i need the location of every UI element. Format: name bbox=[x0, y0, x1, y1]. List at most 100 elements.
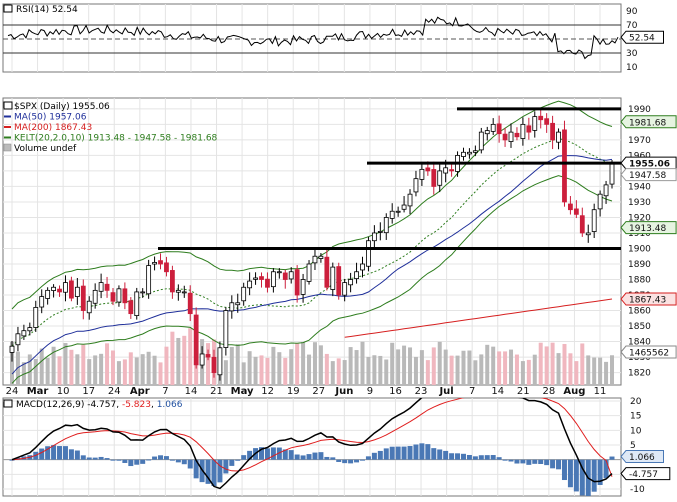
keltner-middle bbox=[11, 137, 613, 347]
price-tick-label: 1960 bbox=[628, 151, 651, 161]
x-tick-label: 24 bbox=[6, 386, 19, 397]
volume-bar bbox=[479, 354, 484, 385]
volume-bar bbox=[10, 341, 14, 385]
macd-label: MACD(12,26,9) -4.757, -5.823, 1.066 bbox=[16, 400, 183, 410]
candle-body bbox=[467, 151, 472, 155]
volume-bar bbox=[170, 331, 175, 385]
rsi-label: RSI(14) 52.54 bbox=[16, 5, 78, 15]
candle-body bbox=[181, 291, 187, 294]
x-tick-label: 7 bbox=[162, 386, 168, 397]
macd-value-badge-bg bbox=[620, 467, 671, 481]
candle-body bbox=[425, 167, 431, 172]
price-tick-label: 1970 bbox=[628, 136, 651, 146]
macd-histogram-bar bbox=[282, 449, 288, 460]
macd-histogram-bar bbox=[591, 459, 597, 492]
rsi-tick-label: 70 bbox=[626, 21, 638, 31]
candle-body bbox=[508, 131, 514, 142]
volume-bar bbox=[301, 342, 306, 385]
macd-value-badge: -4.757 bbox=[629, 470, 658, 480]
macd-histogram-bar bbox=[158, 455, 164, 460]
volume-bar bbox=[408, 347, 413, 385]
candle-body bbox=[306, 263, 312, 282]
macd-histogram-bar bbox=[354, 459, 360, 463]
macd-histogram-bar bbox=[597, 459, 603, 485]
candle-body bbox=[92, 289, 98, 304]
candle-body bbox=[348, 279, 354, 286]
candle-body bbox=[282, 272, 288, 280]
volume-bar bbox=[259, 355, 264, 385]
volume-bar bbox=[503, 351, 508, 385]
volume-bar bbox=[164, 346, 169, 385]
ma200-line bbox=[344, 298, 613, 338]
volume-bar bbox=[134, 357, 139, 385]
symbol-icon bbox=[3, 101, 13, 110]
volume-badge: 1465562 bbox=[629, 349, 669, 359]
rsi-value-badge: 52.54 bbox=[629, 34, 655, 44]
candle-body bbox=[443, 167, 449, 174]
candle-body bbox=[276, 271, 282, 274]
volume-bar bbox=[419, 350, 424, 385]
macd-histogram-bar bbox=[259, 447, 265, 460]
macd-histogram-bar bbox=[579, 459, 585, 496]
candle-body bbox=[128, 300, 134, 315]
candle-body bbox=[146, 265, 152, 295]
macd-label-part: 1.066 bbox=[157, 400, 183, 410]
candle-body bbox=[401, 204, 407, 210]
volume-bar bbox=[384, 359, 389, 385]
candle-body bbox=[544, 118, 550, 125]
volume-bar bbox=[342, 360, 347, 385]
volume-bar bbox=[188, 328, 193, 385]
macd-histogram-bar bbox=[389, 446, 395, 460]
x-tick-label: Apr bbox=[130, 386, 150, 397]
volume-bar bbox=[283, 357, 288, 385]
macd-histogram-bar bbox=[460, 453, 466, 460]
macd-histogram-bar bbox=[371, 452, 377, 460]
macd-histogram-bar bbox=[98, 456, 104, 460]
candle-body bbox=[413, 178, 419, 193]
macd-histogram-bar bbox=[57, 446, 63, 460]
candle-body bbox=[104, 283, 110, 291]
volume-bar bbox=[176, 337, 181, 385]
candle-body bbox=[389, 210, 395, 219]
candle-body bbox=[360, 263, 365, 271]
volume-bar bbox=[348, 347, 353, 385]
macd-histogram-bar bbox=[62, 446, 68, 460]
volume-bar bbox=[598, 357, 603, 385]
macd-histogram-bar bbox=[561, 459, 567, 481]
volume-bar bbox=[485, 344, 490, 385]
macd-histogram-bar bbox=[359, 459, 365, 461]
x-tick-label: May bbox=[231, 386, 254, 397]
macd-histogram-bar bbox=[365, 456, 371, 460]
candle-body bbox=[158, 260, 163, 265]
macd-histogram-bar bbox=[211, 459, 217, 486]
candle-body bbox=[538, 115, 544, 121]
volume-bar bbox=[33, 358, 38, 385]
volume-bar bbox=[461, 350, 466, 385]
volume-bar bbox=[235, 344, 240, 385]
macd-histogram-bar bbox=[169, 459, 175, 461]
volume-bar bbox=[140, 354, 145, 385]
macd-histogram-bar bbox=[134, 459, 140, 465]
candle-body bbox=[597, 193, 603, 210]
macd-histogram-bar bbox=[306, 454, 312, 460]
x-tick-label: Jun bbox=[334, 386, 353, 397]
macd-histogram-bar bbox=[496, 457, 502, 460]
macd-histogram-bar bbox=[342, 459, 348, 464]
macd-histogram-bar bbox=[395, 446, 401, 460]
x-tick-label: Aug bbox=[563, 386, 585, 397]
candle-body bbox=[395, 210, 401, 213]
macd-histogram-bar bbox=[45, 446, 51, 460]
macd-histogram-bar bbox=[567, 459, 573, 488]
candle-body bbox=[354, 271, 359, 280]
candle-body bbox=[609, 162, 615, 185]
macd-histogram-bar bbox=[300, 455, 306, 460]
volume-bar bbox=[580, 343, 585, 385]
kelt-upper-badge-bg bbox=[620, 115, 677, 129]
macd-histogram-bar bbox=[413, 444, 419, 460]
volume-bar bbox=[63, 343, 68, 385]
candle-body bbox=[300, 279, 306, 295]
x-tick-label: 12 bbox=[261, 386, 274, 397]
volume-bar bbox=[312, 342, 317, 385]
candle-body bbox=[265, 278, 270, 288]
keltner-lower bbox=[11, 175, 613, 384]
